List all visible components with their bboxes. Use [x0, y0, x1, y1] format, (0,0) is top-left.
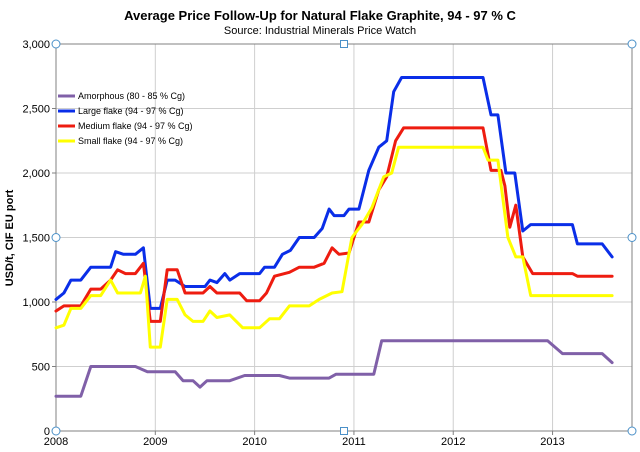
gridlines — [56, 44, 632, 431]
legend-label-medium: Medium flake (94 - 97 % Cg) — [78, 121, 193, 131]
x-tick-label: 2013 — [540, 436, 564, 448]
y-tick-label: 1,000 — [22, 297, 50, 309]
resize-handle[interactable] — [51, 426, 61, 436]
x-tick-label: 2012 — [441, 436, 465, 448]
y-tick-label: 2,000 — [22, 168, 50, 180]
x-tick-label: 2008 — [44, 436, 68, 448]
legend-label-large: Large flake (94 - 97 % Cg) — [78, 106, 184, 116]
series-lines — [54, 76, 614, 398]
legend-label-small: Small flake (94 - 97 % Cg) — [78, 136, 183, 146]
y-tick-label: 1,500 — [22, 233, 50, 245]
chart-title: Average Price Follow-Up for Natural Flak… — [124, 8, 516, 23]
resize-handle[interactable] — [340, 427, 348, 435]
y-axis-label: USD/t, CIF EU port — [4, 189, 16, 286]
x-tick-label: 2011 — [342, 436, 366, 448]
resize-handle[interactable] — [627, 39, 637, 49]
series-line-large — [54, 76, 614, 310]
resize-handle[interactable] — [627, 233, 637, 242]
series-line-medium — [54, 126, 614, 323]
resize-handle[interactable] — [51, 39, 61, 49]
y-tick-label: 3,000 — [22, 39, 50, 51]
y-tick-label: 0 — [44, 426, 50, 438]
resize-handle[interactable] — [51, 233, 61, 242]
series-line-small — [54, 145, 614, 349]
chart-subtitle: Source: Industrial Minerals Price Watch — [223, 25, 417, 37]
resize-handle[interactable] — [627, 426, 637, 436]
legend-label-amorphous: Amorphous (80 - 85 % Cg) — [78, 91, 185, 101]
axis-ticks: 0 500 1,000 1,500 2,000 2,500 3,000 2008 2009 201… — [22, 39, 564, 448]
x-tick-label: 2009 — [143, 436, 167, 448]
resize-handle[interactable] — [340, 40, 348, 48]
series-line-amorphous — [54, 339, 614, 398]
selection-handles[interactable] — [51, 39, 637, 436]
legend: Amorphous (80 - 85 % Cg) Large flake (94 … — [58, 91, 193, 146]
y-tick-label: 2,500 — [22, 104, 50, 116]
y-tick-label: 500 — [32, 362, 50, 374]
x-tick-label: 2010 — [242, 436, 266, 448]
